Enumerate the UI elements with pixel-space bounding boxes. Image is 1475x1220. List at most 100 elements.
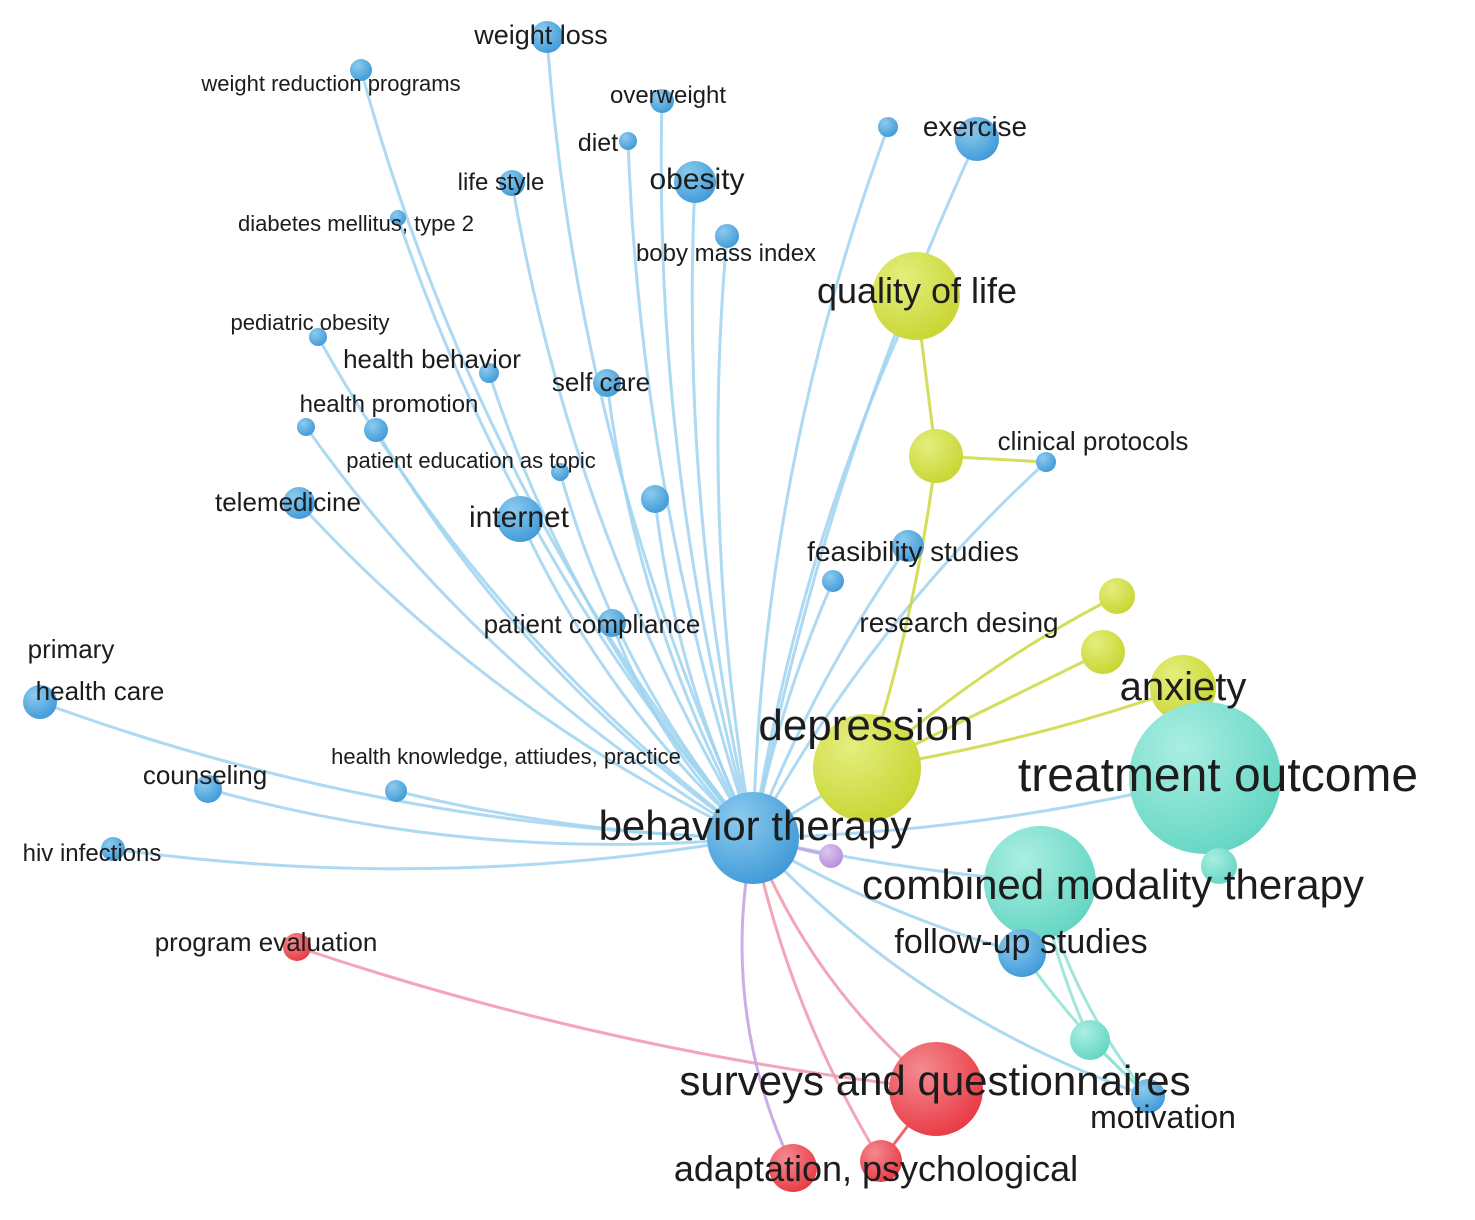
node-label-7: diabetes mellitus, type 2: [238, 211, 474, 236]
node-weight_loss[interactable]: [531, 21, 563, 53]
node-label-5: obesity: [649, 163, 744, 196]
node-diet[interactable]: [619, 132, 637, 150]
node-surveys[interactable]: [889, 1042, 983, 1136]
edge-behavior_therapy-exercise: [751, 137, 979, 840]
node-label-4: diet: [578, 129, 618, 157]
label-layer: weight loss weight reduction programs over…: [23, 20, 1418, 1189]
edge-behavior_therapy-health_promotion: [374, 428, 755, 840]
node-motivation[interactable]: [1131, 1079, 1165, 1113]
node-label-3: exercise: [923, 111, 1027, 142]
edge-behavior_therapy-adaptation_1: [740, 836, 795, 1170]
edge-behavior_therapy-life_style: [510, 181, 755, 840]
node-label-12: self care: [552, 367, 650, 397]
node-depression[interactable]: [813, 714, 921, 822]
node-label-27: counseling: [143, 760, 267, 790]
edge-behavior_therapy-self_care: [605, 381, 755, 840]
edge-behavior_therapy-patient_education: [558, 470, 755, 840]
node-health_behavior[interactable]: [479, 363, 499, 383]
node-combined_modality[interactable]: [984, 826, 1096, 938]
node-behavior_therapy[interactable]: [707, 792, 799, 884]
node-purple_node[interactable]: [819, 844, 843, 868]
edge-behavior_therapy-adaptation_2: [751, 836, 883, 1163]
edge-behavior_therapy-health_behavior: [487, 371, 755, 840]
node-label-15: telemedicine: [215, 487, 361, 517]
node-label-32: program evaluation: [155, 927, 378, 957]
node-label-30: hiv infections: [23, 840, 162, 867]
node-label-28: behavior therapy: [599, 802, 912, 849]
node-label-16: internet: [469, 501, 570, 534]
node-diabetes[interactable]: [390, 210, 406, 226]
node-qol_sub[interactable]: [909, 429, 963, 483]
edge-program_evaluation-surveys: [295, 945, 938, 1091]
node-obesity[interactable]: [674, 161, 716, 203]
node-label-22: depression: [758, 701, 973, 750]
node-primary_health_care[interactable]: [23, 685, 57, 719]
edge-layer: [38, 35, 1221, 1170]
node-counseling[interactable]: [194, 775, 222, 803]
node-label-14: patient education as topic: [346, 448, 596, 473]
node-health_knowledge[interactable]: [385, 780, 407, 802]
node-teal_right[interactable]: [1201, 848, 1237, 884]
node-label-18: feasibility studies: [807, 536, 1019, 567]
node-anxiety_sub[interactable]: [1081, 630, 1125, 674]
node-teal_bottom[interactable]: [1070, 1020, 1110, 1060]
node-hiv_infections[interactable]: [101, 837, 125, 861]
node-patient_compliance[interactable]: [598, 609, 626, 637]
node-label-6: life style: [458, 169, 545, 196]
node-weight_reduction_programs[interactable]: [350, 59, 372, 81]
node-label-8: boby mass index: [636, 240, 816, 267]
node-telemedicine[interactable]: [283, 487, 315, 519]
node-label-29: combined modality therapy: [862, 861, 1364, 908]
node-feasibility_studies[interactable]: [892, 530, 924, 562]
node-label-11: health behavior: [343, 344, 521, 374]
node-feas_small[interactable]: [822, 570, 844, 592]
edge-behavior_therapy-counseling: [206, 787, 755, 846]
node-label-9: quality of life: [817, 270, 1017, 311]
edge-behavior_therapy-exercise_small: [751, 125, 890, 840]
node-label-24: primary: [28, 634, 115, 664]
node-quality_of_life[interactable]: [872, 252, 960, 340]
node-label-19: research desing: [859, 607, 1058, 638]
node-research_desing[interactable]: [1099, 578, 1135, 614]
node-treatment_outcome[interactable]: [1129, 702, 1281, 854]
edge-behavior_therapy-motivation: [751, 836, 1150, 1098]
node-health_promotion[interactable]: [364, 418, 388, 442]
node-adaptation_2[interactable]: [860, 1140, 902, 1182]
edge-behavior_therapy-body_mass_index: [716, 234, 755, 840]
node-label-20: anxiety: [1120, 665, 1247, 709]
edge-behavior_therapy-internet: [518, 517, 755, 840]
node-internet[interactable]: [497, 496, 543, 542]
node-clinical_protocols[interactable]: [1036, 452, 1056, 472]
node-mid_small[interactable]: [641, 485, 669, 513]
node-adaptation_1[interactable]: [769, 1144, 817, 1192]
node-label-13: health promotion: [300, 391, 479, 418]
edge-behavior_therapy-clinical_protocols: [751, 460, 1048, 840]
node-label-23: treatment outcome: [1018, 749, 1418, 802]
edge-behavior_therapy-hiv_infections: [111, 836, 755, 871]
node-label-1: weight reduction programs: [200, 71, 460, 96]
node-label-10: pediatric obesity: [231, 310, 390, 335]
edge-behavior_therapy-pediatric_obesity: [316, 335, 755, 840]
node-label-2: overweight: [610, 82, 726, 109]
node-overweight[interactable]: [650, 89, 674, 113]
node-patient_education[interactable]: [551, 463, 569, 481]
node-label-26: health knowledge, attiudes, practice: [331, 744, 681, 769]
edge-behavior_therapy-health_knowledge: [394, 789, 755, 840]
edge-behavior_therapy-mid_small: [653, 497, 755, 840]
node-hp_small[interactable]: [297, 418, 315, 436]
node-label-31: follow-up studies: [894, 923, 1147, 961]
node-exercise[interactable]: [955, 117, 999, 161]
node-label-21: patient compliance: [484, 609, 701, 639]
node-layer: [23, 21, 1281, 1192]
node-label-34: motivation: [1090, 1099, 1236, 1135]
node-life_style[interactable]: [499, 170, 525, 196]
node-exercise_small[interactable]: [878, 117, 898, 137]
node-follow_up[interactable]: [998, 929, 1046, 977]
node-program_evaluation[interactable]: [283, 933, 311, 961]
node-pediatric_obesity[interactable]: [309, 328, 327, 346]
node-body_mass_index[interactable]: [715, 224, 739, 248]
node-self_care[interactable]: [593, 369, 621, 397]
node-label-17: clinical protocols: [998, 426, 1189, 456]
